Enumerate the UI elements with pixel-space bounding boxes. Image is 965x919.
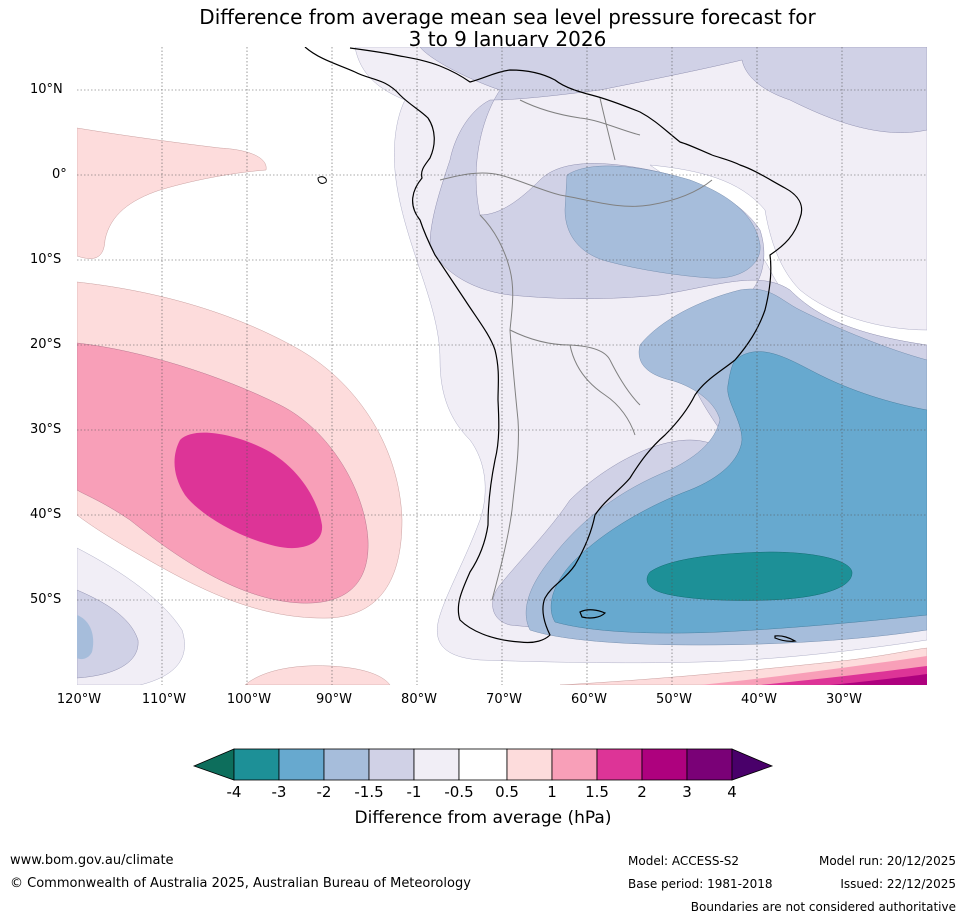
colorbar-tick: -4 [226,783,242,801]
lat-label: 40°S [30,507,62,522]
colorbar-bin [551,748,598,781]
atlantic-negative-anomaly-1-5 [564,165,761,279]
southern-ocean-positive-anomaly [244,665,391,685]
lon-label: 90°W [316,692,352,707]
lon-label: 30°W [826,692,862,707]
lon-label: 40°W [741,692,777,707]
issued-date: Issued: 22/12/2025 [840,877,956,891]
colorbar-tick: 3 [682,783,692,801]
lon-label: 110°W [141,692,187,707]
lat-label: 20°S [30,337,62,352]
galapagos-islands [317,176,327,184]
colorbar-bin [368,748,415,781]
lat-label: 50°S [30,592,62,607]
colorbar-bin [233,748,280,781]
copyright-notice: © Commonwealth of Australia 2025, Austra… [10,876,471,891]
pacific-positive-anomaly-2 [174,432,323,549]
eastern-pacific-equatorial-positive-anomaly [77,127,267,259]
colorbar-tick: -1.5 [354,783,384,801]
colorbar-bin [686,748,733,781]
colorbar-bin [458,748,508,781]
south-georgia [774,635,797,642]
lat-label: 10°S [30,252,62,267]
lon-label: 60°W [571,692,607,707]
lon-label: 100°W [226,692,272,707]
colorbar-extend-high [731,748,774,781]
lon-label: 80°W [401,692,437,707]
colorbar-bin [413,748,460,781]
model-run-date: Model run: 20/12/2025 [818,854,956,868]
country-borders [439,97,713,601]
colorbar-tick: 1.5 [585,783,609,801]
boundaries-disclaimer: Boundaries are not considered authoritat… [690,900,956,914]
lon-label: 50°W [656,692,692,707]
south-america-coastline [304,47,803,644]
colorbar-tick: -2 [316,783,332,801]
colorbar-bin [596,748,643,781]
southern-ocean-se-positive-3 [830,674,927,685]
colorbar-label: Difference from average (hPa) [354,808,612,828]
south-pacific-negative-anomaly-inner [77,589,139,679]
map-title-line-2: 3 to 9 January 2026 [408,27,607,51]
colorbar [192,748,774,781]
colorbar-tick: -3 [271,783,287,801]
colorbar-tick: 0.5 [495,783,519,801]
colorbar-bin [278,748,325,781]
lon-label: 70°W [486,692,522,707]
colorbar-tick: 2 [637,783,647,801]
south-atlantic-negative-anomaly-3 [646,551,853,601]
south-pacific-negative-anomaly-core [77,615,94,660]
website-link[interactable]: www.bom.gov.au/climate [10,853,174,868]
lat-label: 30°S [30,422,62,437]
colorbar-bin [323,748,370,781]
colorbar-tick: 1 [547,783,557,801]
graticule [77,47,927,685]
lon-label: 120°W [56,692,102,707]
lat-label: 10°N [30,82,63,97]
map-title-line-1: Difference from average mean sea level p… [199,5,816,29]
lat-label: 0° [52,167,67,182]
colorbar-tick: 4 [727,783,737,801]
model-name: Model: ACCESS-S2 [628,854,740,868]
base-period: Base period: 1981-2018 [628,877,773,891]
colorbar-extend-low [192,748,235,781]
colorbar-bin [506,748,553,781]
colorbar-bin [641,748,688,781]
colorbar-tick: -0.5 [444,783,474,801]
falkland-islands [579,609,607,619]
colorbar-tick: -1 [406,783,422,801]
